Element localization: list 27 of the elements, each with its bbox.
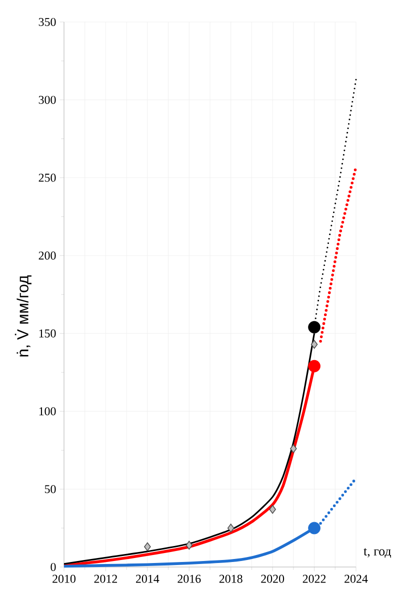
y-tick-label: 300 bbox=[38, 96, 56, 104]
y-tick-label: 200 bbox=[38, 252, 56, 260]
x-tick-label: 2022 bbox=[302, 574, 326, 583]
point bbox=[308, 321, 320, 334]
x-tick-label: 2012 bbox=[94, 574, 118, 583]
point bbox=[186, 540, 193, 550]
x-tick-label: 2016 bbox=[178, 574, 201, 583]
x-tick-label: 2018 bbox=[219, 574, 242, 583]
x-tick-label: 2014 bbox=[136, 574, 160, 583]
point bbox=[290, 444, 297, 454]
point bbox=[269, 505, 276, 514]
x-tick-label: 2024 bbox=[344, 574, 368, 583]
y-tick-label: 350 bbox=[38, 18, 56, 26]
y-tick-label: 50 bbox=[44, 485, 56, 494]
x-tick-label: 2020 bbox=[261, 574, 284, 583]
y-tick-label: 250 bbox=[38, 174, 56, 182]
y-tick-label: 150 bbox=[39, 329, 56, 338]
point bbox=[310, 340, 318, 349]
y-axis-title: ṅ, V̇ мм/год bbox=[14, 275, 32, 356]
point bbox=[227, 524, 234, 532]
point bbox=[308, 360, 320, 372]
x-tick-label: 2010 bbox=[52, 574, 76, 583]
y-tick-label: 100 bbox=[39, 407, 56, 416]
x-axis-title: t, год bbox=[364, 548, 391, 558]
point bbox=[144, 542, 151, 552]
y-tick-label: 0 bbox=[50, 562, 56, 572]
point bbox=[308, 522, 320, 534]
